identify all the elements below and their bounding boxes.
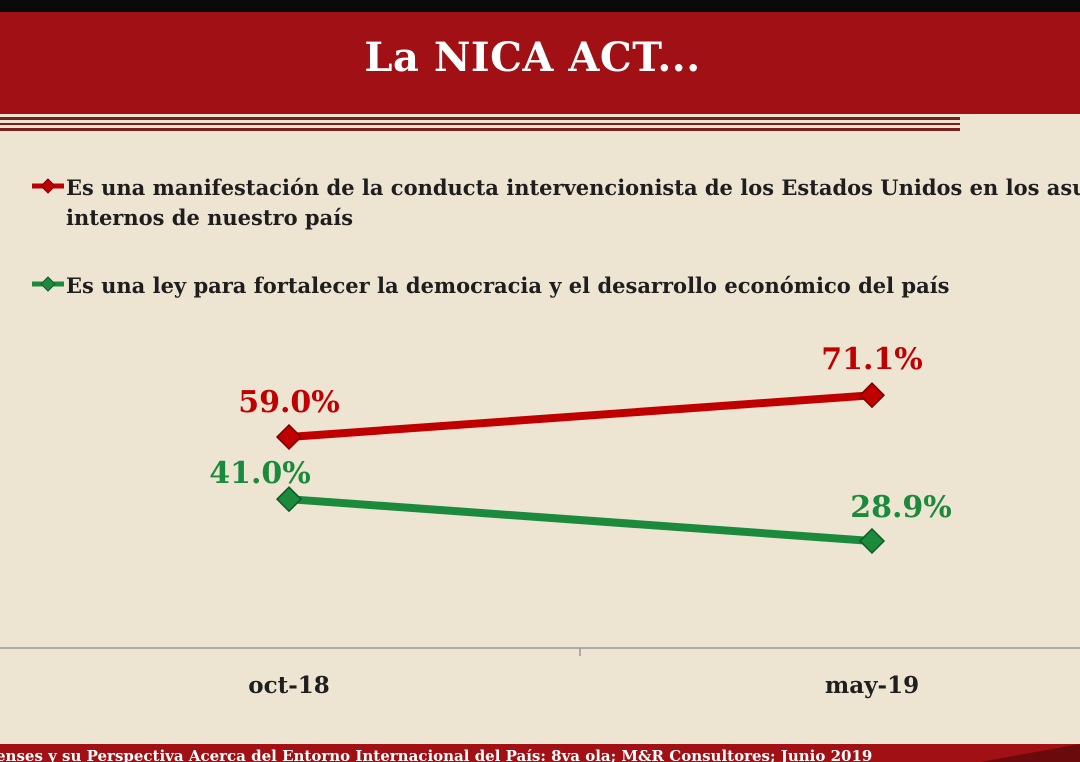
data-label: 41.0% xyxy=(209,456,311,491)
title-divider-line xyxy=(0,128,960,131)
legend-item-ley-democracia: Es una ley para fortalecer la democracia… xyxy=(30,271,950,301)
legend-label: Es una manifestación de la conducta inte… xyxy=(66,173,1080,233)
data-label: 28.9% xyxy=(850,490,952,525)
x-tick-label: oct-18 xyxy=(248,672,330,699)
data-point-marker xyxy=(858,382,886,409)
data-label: 71.1% xyxy=(821,342,923,377)
legend-item-intervencionista: Es una manifestación de la conducta inte… xyxy=(30,173,1080,233)
line-chart: oct-18 may-19 59.0% 71.1% 41.0% 28.9% xyxy=(0,342,1080,699)
data-point-marker xyxy=(275,423,303,451)
footer-wedge-decoration xyxy=(980,744,1080,762)
title-banner: La NICA ACT... xyxy=(0,12,1080,114)
legend-label: Es una ley para fortalecer la democracia… xyxy=(66,271,950,301)
data-label: 59.0% xyxy=(238,385,340,420)
series-line xyxy=(285,495,876,545)
title-divider-line xyxy=(0,123,960,125)
legend-red-diamond-icon xyxy=(32,178,64,194)
legend-label-line: internos de nuestro país xyxy=(66,205,354,230)
data-point-marker xyxy=(275,486,303,513)
data-point-marker xyxy=(858,527,886,555)
legend-green-diamond-icon xyxy=(32,276,64,292)
footer-source-bar: enses y su Perspectiva Acerca del Entorn… xyxy=(0,744,1080,762)
legend-label-line: Es una manifestación de la conducta inte… xyxy=(66,175,1080,200)
x-tick-label: may-19 xyxy=(825,672,919,699)
legend-label-line: Es una ley para fortalecer la democracia… xyxy=(66,273,950,298)
title-divider-line xyxy=(0,117,960,120)
footer-source-text: enses y su Perspectiva Acerca del Entorn… xyxy=(0,747,873,762)
slide-title: La NICA ACT... xyxy=(364,34,701,81)
top-black-bar xyxy=(0,0,1080,12)
series-line xyxy=(285,391,876,441)
